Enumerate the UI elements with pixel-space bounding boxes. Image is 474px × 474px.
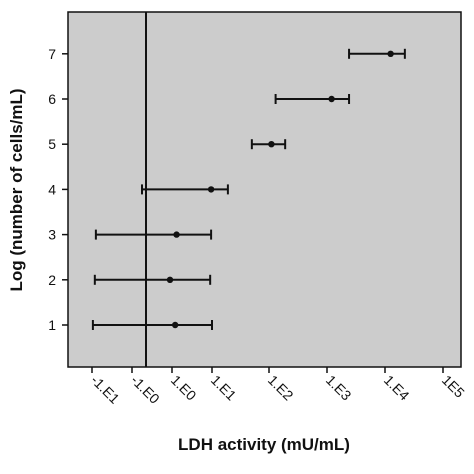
y-tick-label: 3 xyxy=(48,227,56,243)
x-axis-title: LDH activity (mU/mL) xyxy=(178,435,350,454)
x-tick-label: 1.E1 xyxy=(208,372,240,404)
x-tick-label: 1.E0 xyxy=(168,372,200,404)
y-tick-label: 5 xyxy=(48,136,56,152)
data-point xyxy=(207,186,215,193)
x-tick-label: 1E5 xyxy=(439,372,468,401)
data-point xyxy=(268,141,275,148)
data-point xyxy=(171,321,179,329)
x-tick-label: -1.E0 xyxy=(128,372,163,407)
data-point xyxy=(173,231,180,238)
y-tick-label: 2 xyxy=(48,272,56,288)
x-tick-label: 1.E3 xyxy=(323,372,355,404)
data-point xyxy=(328,95,335,103)
y-tick-label: 7 xyxy=(48,46,56,62)
y-tick-label: 6 xyxy=(48,91,56,107)
x-tick-label: 1.E2 xyxy=(265,372,297,404)
y-axis-title: Log (number of cells/mL) xyxy=(7,88,26,291)
y-tick-label: 1 xyxy=(48,317,56,333)
x-tick-label: -1.E1 xyxy=(88,372,123,407)
data-point xyxy=(166,276,174,283)
plot-area xyxy=(67,11,462,368)
x-tick-label: 1.E4 xyxy=(381,372,413,404)
y-tick-label: 4 xyxy=(48,181,56,197)
data-point xyxy=(387,50,394,57)
